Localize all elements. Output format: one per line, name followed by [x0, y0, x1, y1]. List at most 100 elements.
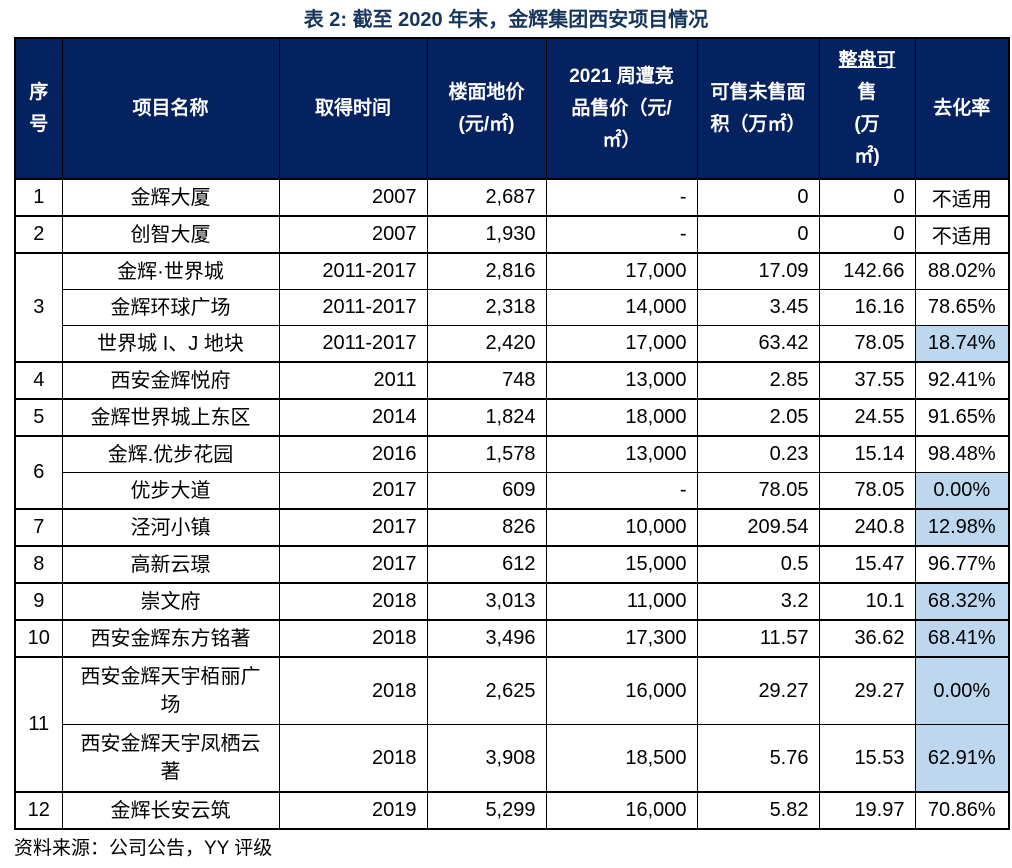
cell-rate: 68.32% [914, 582, 1010, 621]
table-header: 序 号 项目名称 取得时间 楼面地价 (元/㎡) 2021 周遭竞 品售价（元/… [14, 37, 1010, 180]
cell-seq: 5 [14, 398, 63, 437]
cell-comp-price: 10,000 [545, 508, 698, 547]
cell-total-salable: 16.16 [818, 289, 916, 326]
cell-project-name: 世界城 I、J 地块 [61, 325, 280, 363]
cell-unsold-area: 78.05 [696, 472, 820, 510]
cell-project-name: 西安金辉天宇凤栖云 著 [61, 724, 280, 793]
cell-acquired-time: 2019 [278, 791, 428, 830]
cell-floor-price: 612 [426, 545, 547, 584]
cell-floor-price: 3,013 [426, 582, 547, 621]
cell-total-salable: 15.53 [818, 724, 916, 793]
col-header-comp-price: 2021 周遭竞 品售价（元/ ㎡） [545, 37, 698, 180]
table-row: 2 创智大厦 2007 1,930 - 0 0 不适用 [14, 215, 1010, 254]
cell-total-salable: 78.05 [818, 325, 916, 363]
cell-floor-price: 1,578 [426, 435, 547, 473]
cell-acquired-time: 2011-2017 [278, 325, 428, 363]
cell-total-salable: 15.14 [818, 435, 916, 473]
cell-comp-price: 17,300 [545, 619, 698, 658]
cell-seq: 8 [14, 545, 63, 584]
xian-projects-table: 序 号 项目名称 取得时间 楼面地价 (元/㎡) 2021 周遭竞 品售价（元/… [14, 37, 1010, 830]
cell-comp-price: 13,000 [545, 435, 698, 473]
cell-seq: 2 [14, 215, 63, 254]
cell-project-name: 金辉大厦 [61, 178, 280, 217]
col-header-acquired-time: 取得时间 [278, 37, 428, 180]
cell-rate: 12.98% [914, 508, 1010, 547]
cell-unsold-area: 63.42 [696, 325, 820, 363]
cell-floor-price: 3,908 [426, 724, 547, 793]
cell-seq: 1 [14, 178, 63, 217]
col-header-unsold-area: 可售未售面 积（万㎡） [696, 37, 820, 180]
col-header-total-salable: 整盘可售 (万 ㎡) [818, 37, 916, 180]
cell-project-name: 金辉.优步花园 [61, 435, 280, 473]
cell-project-name: 西安金辉天宇栢丽广 场 [61, 656, 280, 725]
cell-project-name: 创智大厦 [61, 215, 280, 254]
cell-acquired-time: 2011-2017 [278, 289, 428, 326]
cell-floor-price: 748 [426, 361, 547, 400]
cell-seq: 12 [14, 791, 63, 830]
table-row: 1 金辉大厦 2007 2,687 - 0 0 不适用 [14, 178, 1010, 217]
cell-unsold-area: 2.85 [696, 361, 820, 400]
cell-floor-price: 2,816 [426, 252, 547, 290]
cell-seq: 10 [14, 619, 63, 658]
table-row: 9 崇文府 2018 3,013 11,000 3.2 10.1 68.32% [14, 582, 1010, 621]
cell-project-name: 崇文府 [61, 582, 280, 621]
cell-acquired-time: 2017 [278, 508, 428, 547]
table-row: 5 金辉世界城上东区 2014 1,824 18,000 2.05 24.55 … [14, 398, 1010, 437]
header-row: 序 号 项目名称 取得时间 楼面地价 (元/㎡) 2021 周遭竞 品售价（元/… [14, 37, 1010, 180]
cell-unsold-area: 5.76 [696, 724, 820, 793]
cell-comp-price: 15,000 [545, 545, 698, 584]
cell-acquired-time: 2011 [278, 361, 428, 400]
cell-comp-price: 16,000 [545, 656, 698, 725]
cell-rate: 88.02% [914, 252, 1010, 290]
cell-seq: 7 [14, 508, 63, 547]
cell-floor-price: 609 [426, 472, 547, 510]
cell-rate: 92.41% [914, 361, 1010, 400]
cell-total-salable: 142.66 [818, 252, 916, 290]
source-note: 资料来源：公司公告，YY 评级 [14, 838, 273, 859]
cell-unsold-area: 17.09 [696, 252, 820, 290]
cell-comp-price: 18,500 [545, 724, 698, 793]
cell-comp-price: 18,000 [545, 398, 698, 437]
cell-floor-price: 2,625 [426, 656, 547, 725]
cell-rate: 18.74% [914, 325, 1010, 363]
cell-unsold-area: 0 [696, 178, 820, 217]
cell-unsold-area: 0.23 [696, 435, 820, 473]
cell-rate: 不适用 [914, 215, 1010, 254]
cell-comp-price: 17,000 [545, 252, 698, 290]
cell-rate: 68.41% [914, 619, 1010, 658]
cell-floor-price: 3,496 [426, 619, 547, 658]
cell-project-name: 金辉世界城上东区 [61, 398, 280, 437]
cell-seq: 11 [14, 656, 63, 793]
cell-floor-price: 2,318 [426, 289, 547, 326]
table-row: 优步大道 2017 609 - 78.05 78.05 0.00% [15, 472, 1010, 510]
table-row: 8 高新云璟 2017 612 15,000 0.5 15.47 96.77% [14, 545, 1010, 584]
cell-project-name: 金辉环球广场 [61, 289, 280, 326]
cell-acquired-time: 2018 [278, 619, 428, 658]
cell-comp-price: 17,000 [545, 325, 698, 363]
cell-rate: 0.00% [914, 656, 1010, 725]
table-row: 3 金辉·世界城 2011-2017 2,816 17,000 17.09 14… [14, 252, 1010, 363]
col-header-rate: 去化率 [914, 37, 1010, 180]
cell-total-salable: 36.62 [818, 619, 916, 658]
cell-unsold-area: 5.82 [696, 791, 820, 830]
table-row: 4 西安金辉悦府 2011 748 13,000 2.85 37.55 92.4… [14, 361, 1010, 400]
cell-rate: 0.00% [914, 472, 1010, 510]
cell-floor-price: 5,299 [426, 791, 547, 830]
cell-unsold-area: 209.54 [696, 508, 820, 547]
cell-seq: 4 [14, 361, 63, 400]
cell-unsold-area: 0 [696, 215, 820, 254]
col-header-total-salable-underlined: 整盘可 [838, 49, 896, 71]
cell-rate: 62.91% [914, 724, 1010, 793]
cell-rate: 96.77% [914, 545, 1010, 584]
table-row: 10 西安金辉东方铭著 2018 3,496 17,300 11.57 36.6… [14, 619, 1010, 658]
cell-floor-price: 1,824 [426, 398, 547, 437]
cell-total-salable: 0 [818, 215, 916, 254]
cell-rate: 98.48% [914, 435, 1010, 473]
col-header-floor-price: 楼面地价 (元/㎡) [426, 37, 547, 180]
cell-acquired-time: 2018 [278, 656, 428, 725]
cell-total-salable: 240.8 [818, 508, 916, 547]
cell-floor-price: 1,930 [426, 215, 547, 254]
cell-acquired-time: 2014 [278, 398, 428, 437]
table-row: 11 西安金辉天宇栢丽广 场 2018 2,625 16,000 29.27 2… [14, 656, 1010, 793]
cell-project-name: 西安金辉悦府 [61, 361, 280, 400]
